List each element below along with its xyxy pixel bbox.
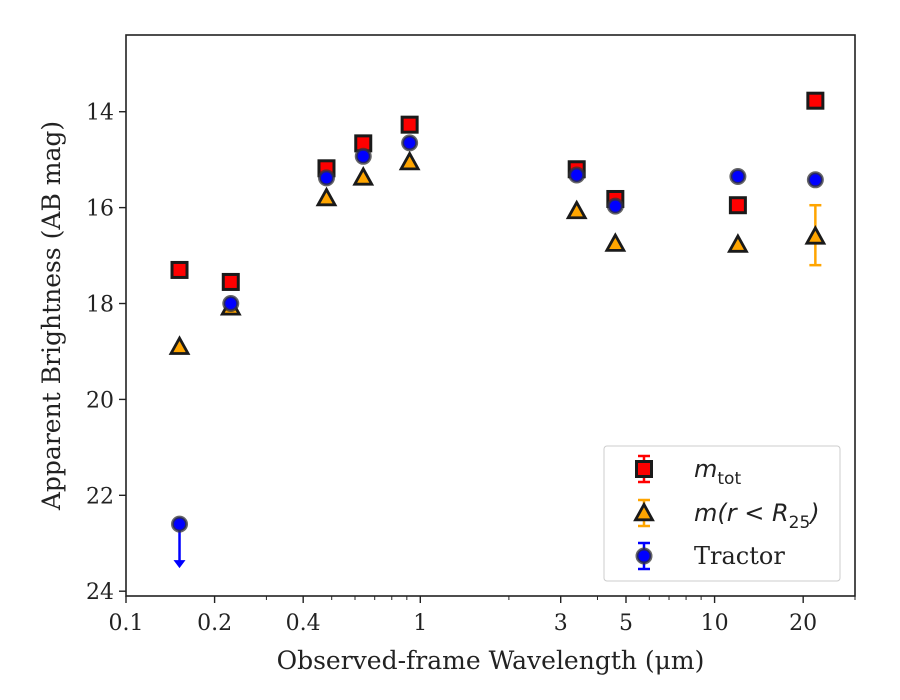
x-tick-label: 10 — [701, 611, 729, 636]
upper-limit-arrowhead — [173, 560, 186, 569]
legend-marker — [633, 501, 655, 522]
data-point — [352, 166, 375, 186]
y-tick-label: 24 — [86, 580, 114, 605]
y-tick-label: 18 — [86, 293, 114, 318]
legend-marker — [635, 460, 653, 478]
legend-label: Tractor — [694, 542, 785, 570]
data-point — [727, 233, 749, 253]
x-tick-label: 0.4 — [286, 611, 321, 636]
data-point — [221, 272, 240, 291]
legend: mtot m(r < R25) Tractor — [603, 445, 841, 582]
data-point — [317, 169, 335, 187]
data-point — [170, 260, 189, 279]
series-circle — [171, 134, 824, 569]
x-tick-label: 0.1 — [109, 611, 144, 636]
data-point — [806, 171, 824, 189]
x-axis-label: Observed-frame Wavelength (μm) — [277, 646, 705, 675]
x-tick-label: 5 — [619, 611, 633, 636]
y-tick-label: 16 — [86, 197, 114, 222]
x-tick-label: 1 — [413, 611, 427, 636]
x-tick-label: 0.2 — [197, 611, 232, 636]
data-point — [568, 166, 586, 184]
data-point — [565, 199, 588, 220]
y-tick-label: 20 — [86, 388, 114, 413]
data-point — [401, 134, 419, 152]
x-tick-label: 3 — [554, 611, 568, 636]
data-point — [400, 115, 419, 134]
data-point — [606, 197, 624, 215]
data-point — [804, 225, 827, 245]
data-point — [398, 150, 421, 171]
series-triangle — [168, 150, 827, 355]
y-tick-label: 14 — [86, 101, 114, 126]
legend-label: m(r < R25) — [694, 499, 820, 533]
data-point — [168, 335, 191, 355]
y-axis-label: Apparent Brightness (AB mag) — [37, 121, 66, 511]
plot-frame — [125, 34, 856, 597]
legend-label: mtot — [694, 455, 741, 489]
data-point — [729, 167, 747, 185]
data-point — [315, 186, 338, 207]
data-point — [222, 295, 240, 313]
data-point — [171, 515, 189, 533]
series-square — [170, 91, 825, 291]
ticks-layer: 0.1 0.2 0.4 1 3 5 10 20 14 16 18 20 22 24 — [86, 101, 856, 636]
y-tick-label: 22 — [86, 484, 114, 509]
data-point — [728, 196, 747, 215]
data-point — [806, 91, 825, 110]
x-tick-label: 20 — [789, 611, 817, 636]
legend-marker — [635, 547, 653, 565]
legend-box — [603, 445, 841, 582]
data-point — [354, 147, 372, 165]
data-layer — [168, 91, 827, 569]
legend-entries: mtot m(r < R25) Tractor — [633, 454, 820, 571]
data-point — [604, 232, 627, 252]
